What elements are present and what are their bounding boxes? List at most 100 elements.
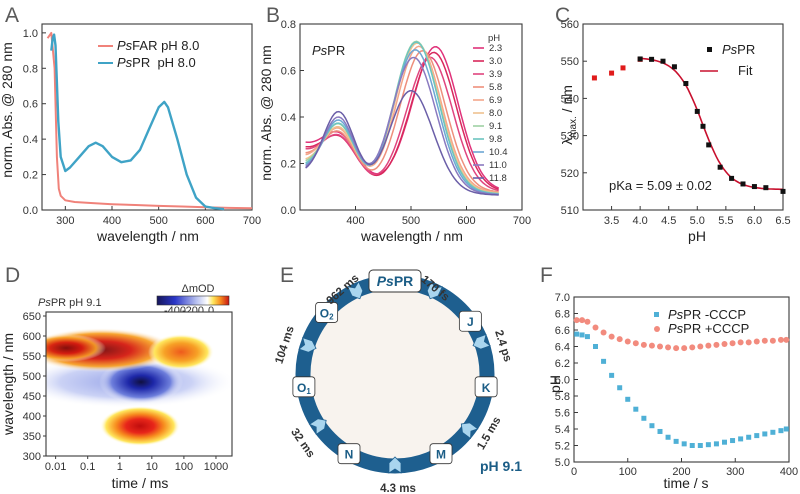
ph-point-plus-cccp bbox=[632, 340, 639, 347]
panel-f-xtick-label: 300 bbox=[726, 466, 744, 478]
legend-pspr-c: PsPR bbox=[722, 42, 755, 57]
panel-a-ytick-label: 1.0 bbox=[23, 28, 38, 40]
panel-label-e: E bbox=[280, 264, 294, 287]
panel-b-xlabel: wavelength / nm bbox=[360, 228, 463, 244]
panel-f-xlabel: time / s bbox=[663, 475, 708, 491]
panel-c-ytick-label: 510 bbox=[561, 205, 579, 217]
ph-point-minus-cccp bbox=[584, 334, 590, 340]
ph-point-minus-cccp bbox=[722, 439, 727, 445]
ph-point-plus-cccp bbox=[573, 317, 580, 324]
panel-b-legend-label: 11.0 bbox=[489, 160, 507, 171]
panel-d-ytick-label: 500 bbox=[23, 371, 41, 383]
heatmap-positive-early-2 bbox=[46, 334, 106, 362]
panel-b-legend-label: 6.9 bbox=[489, 95, 502, 106]
panel-label-d: D bbox=[5, 264, 20, 287]
panel-d-xtick-label: 10 bbox=[146, 461, 158, 473]
panel-c-xtick-label: 5.5 bbox=[718, 215, 733, 227]
panel-b-legend: 2.3 3.0 3.9 5.8 6.9 8.0 9.1 9.8 10.4 11.0 11.8 bbox=[473, 43, 508, 184]
ph-point-minus-cccp bbox=[738, 436, 744, 442]
panel-b-series-line bbox=[305, 41, 499, 195]
panel-c-ytick-label: 520 bbox=[561, 168, 579, 180]
ph-point-plus-cccp bbox=[657, 343, 663, 350]
data-point-red bbox=[591, 75, 597, 81]
legend-pspr: PsPR pH 8.0 bbox=[117, 55, 196, 70]
panel-label-c: C bbox=[555, 4, 570, 27]
ph-point-plus-cccp bbox=[777, 336, 784, 343]
panel-b-series-line bbox=[305, 56, 499, 196]
panel-d-xtick-label: 1 bbox=[117, 461, 123, 473]
ph-point-minus-cccp bbox=[633, 406, 639, 412]
state-box bbox=[474, 376, 498, 398]
data-point-black bbox=[717, 164, 723, 170]
panel-d-ytick-label: 450 bbox=[23, 391, 41, 403]
data-point-black bbox=[700, 123, 706, 129]
ph-point-minus-cccp bbox=[657, 428, 663, 434]
panel-b-title: PsPR bbox=[312, 43, 345, 58]
state-box bbox=[315, 302, 339, 323]
photocycle-arrows bbox=[298, 280, 491, 474]
ph-point-plus-cccp bbox=[616, 336, 623, 343]
data-point-black bbox=[780, 188, 786, 194]
data-point-black bbox=[694, 108, 700, 114]
colorbar-label: ΔmOD bbox=[181, 283, 214, 295]
cycle-arrow bbox=[460, 422, 479, 440]
data-point-black bbox=[683, 81, 689, 87]
panel-f-ytick-label: 5.8 bbox=[555, 391, 570, 403]
data-point-red bbox=[609, 70, 615, 76]
state-label: J bbox=[467, 315, 474, 329]
data-point-red bbox=[620, 65, 626, 71]
panel-a-plot bbox=[46, 31, 253, 211]
cycle-arrow bbox=[388, 456, 402, 474]
ph-point-plus-cccp bbox=[584, 318, 591, 325]
panel-c: C λmax. / nm pH 3.5 4.0 4.5 5.0 5.5 6.0 6.5 510… bbox=[555, 4, 791, 244]
state-box-top bbox=[368, 269, 422, 293]
legend-marker-plus-cccp bbox=[654, 326, 660, 332]
photocycle-condition: pH 9.1 bbox=[480, 458, 522, 474]
state-box bbox=[458, 310, 482, 332]
panel-b-legend-label: 3.0 bbox=[489, 56, 502, 67]
panel-b-series-line bbox=[305, 56, 499, 192]
panel-c-ytick-label: 540 bbox=[561, 93, 579, 105]
legend-marker-pspr-c bbox=[707, 47, 712, 52]
panel-d-ytick-label: 600 bbox=[23, 331, 41, 343]
cycle-arrow bbox=[308, 418, 327, 436]
state-box bbox=[337, 443, 361, 465]
panel-b-ytick-label: 0.8 bbox=[281, 19, 296, 31]
panel-b-ylabel: norm. Abs. @ 280 nm bbox=[258, 45, 274, 181]
ph-point-plus-cccp bbox=[600, 329, 607, 336]
panel-b-xtick-label: 500 bbox=[402, 215, 420, 227]
ph-point-minus-cccp bbox=[705, 442, 711, 448]
panel-d-title: PsPR pH 9.1 bbox=[38, 297, 102, 309]
ph-point-plus-cccp bbox=[783, 336, 790, 343]
panel-d-frame bbox=[45, 311, 233, 457]
ph-point-plus-cccp bbox=[608, 333, 615, 340]
fit-curve bbox=[640, 57, 783, 191]
photocycle-interior bbox=[303, 282, 487, 466]
ph-point-plus-cccp bbox=[729, 340, 736, 347]
ph-point-plus-cccp bbox=[648, 342, 655, 349]
panel-f-xtick-label: 400 bbox=[780, 466, 798, 478]
data-point-black bbox=[706, 142, 712, 148]
panel-b-series-line bbox=[305, 40, 499, 195]
heatmap-positive-late bbox=[148, 334, 214, 370]
cycle-arrow bbox=[426, 280, 443, 300]
state-label: K bbox=[482, 381, 491, 395]
panel-c-xtick-label: 6.5 bbox=[775, 215, 790, 227]
panel-d-xtick-label: 0.01 bbox=[45, 461, 66, 473]
panel-b-legend-title: pH bbox=[488, 33, 500, 44]
panel-b-legend-label: 8.0 bbox=[489, 108, 502, 119]
panel-c-xlabel: pH bbox=[688, 228, 706, 244]
ph-point-plus-cccp bbox=[737, 339, 744, 346]
panel-f-ytick-label: 6.4 bbox=[555, 342, 570, 354]
ph-point-plus-cccp bbox=[665, 344, 672, 351]
panel-a-xtick-label: 500 bbox=[149, 215, 167, 227]
panel-b-legend-label: 9.1 bbox=[489, 121, 502, 132]
transition-time-label: 2.4 ps bbox=[492, 329, 513, 364]
panel-d-xtick-label: 0.1 bbox=[80, 461, 95, 473]
panel-f-ytick-label: 7.0 bbox=[555, 292, 570, 304]
panel-a-ylabel: norm. Abs. @ 280 nm bbox=[0, 42, 15, 178]
ph-point-plus-cccp bbox=[745, 339, 752, 346]
ph-point-minus-cccp bbox=[641, 415, 647, 421]
ph-point-minus-cccp bbox=[746, 434, 752, 440]
